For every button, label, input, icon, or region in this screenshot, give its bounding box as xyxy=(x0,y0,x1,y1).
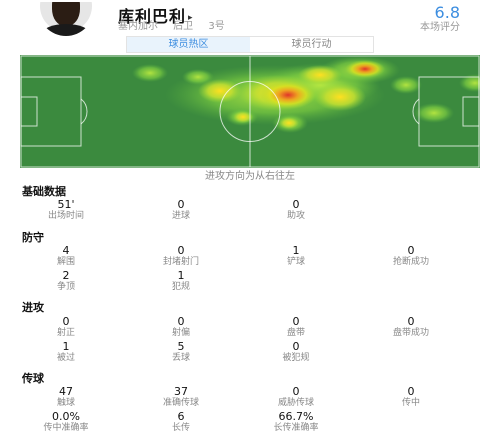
stat-value: 66.7% xyxy=(278,410,314,423)
stat-key-passes: 0 威胁传球 xyxy=(246,386,346,409)
stat-crosses: 0 传中 xyxy=(361,386,461,409)
player-name: 库利巴利 ▸ xyxy=(118,3,194,27)
tab-heatmap[interactable]: 球员热区 xyxy=(127,37,250,52)
pitch-lines xyxy=(20,55,480,168)
stat-label: 进球 xyxy=(171,211,190,221)
stat-long-balls: 6 长传 xyxy=(131,411,231,434)
stat-tackles: 1 铲球 xyxy=(246,245,346,268)
stat-label: 解围 xyxy=(56,257,75,267)
stat-value: 0 xyxy=(407,385,415,398)
player-rating: 6.8 xyxy=(434,3,460,22)
stat-cross-accuracy: 0.0% 传中准确率 xyxy=(16,411,116,434)
stat-value: 0 xyxy=(292,340,300,353)
stat-value: 4 xyxy=(62,244,70,257)
stat-goals: 0 进球 xyxy=(131,199,231,222)
player-team: 塞内加尔 xyxy=(118,21,158,32)
stat-dribbles: 0 盘带 xyxy=(246,316,346,339)
stat-value: 1 xyxy=(177,269,185,282)
avatar xyxy=(38,2,94,36)
stat-value: 0 xyxy=(62,315,70,328)
stat-label: 射偏 xyxy=(171,328,190,338)
attack-direction-label: 进攻方向为从右往左 xyxy=(205,171,295,182)
stat-label: 被过 xyxy=(56,353,75,363)
tab-bar: 球员热区 球员行动 xyxy=(126,36,374,53)
stat-possession-lost: 5 丢球 xyxy=(131,341,231,364)
section-title-passing: 传球 xyxy=(22,372,44,385)
stat-fouled: 0 被犯规 xyxy=(246,341,346,364)
stat-label: 射正 xyxy=(56,328,75,338)
stat-label: 威胁传球 xyxy=(277,398,314,408)
stat-value: 0 xyxy=(407,244,415,257)
player-position: 后卫 xyxy=(173,21,194,32)
stat-label: 长传 xyxy=(171,423,190,433)
stat-label: 丢球 xyxy=(171,353,190,363)
avatar-shoulder xyxy=(42,24,90,36)
stat-label: 准确传球 xyxy=(162,398,199,408)
stat-label: 触球 xyxy=(56,398,75,408)
stat-value: 0.0% xyxy=(52,410,80,423)
stat-value: 0 xyxy=(177,244,185,257)
stat-value: 5 xyxy=(177,340,185,353)
stat-value: 51' xyxy=(57,198,75,211)
heatmap-svg xyxy=(20,55,480,168)
stat-successful-dribbles: 0 盘带成功 xyxy=(361,316,461,339)
stat-label: 盘带 xyxy=(286,328,305,338)
stat-label: 犯规 xyxy=(171,282,190,292)
stat-value: 0 xyxy=(177,198,185,211)
player-header: 库利巴利 ▸ 塞内加尔 后卫 3号 6.8 本场评分 xyxy=(0,0,500,36)
stat-shots-off-target: 0 射偏 xyxy=(131,316,231,339)
stat-label: 盘带成功 xyxy=(392,328,429,338)
stat-clearances: 4 解围 xyxy=(16,245,116,268)
stat-minutes: 51' 出场时间 xyxy=(16,199,116,222)
stat-assists: 0 助攻 xyxy=(246,199,346,222)
heatmap-pitch xyxy=(20,55,480,168)
stat-interceptions: 0 抢断成功 xyxy=(361,245,461,268)
stat-long-ball-accuracy: 66.7% 长传准确率 xyxy=(246,411,346,434)
stat-touches: 47 触球 xyxy=(16,386,116,409)
stat-blocked-shots: 0 封堵射门 xyxy=(131,245,231,268)
stat-accurate-passes: 37 准确传球 xyxy=(131,386,231,409)
avatar-head xyxy=(52,2,80,26)
player-meta: 塞内加尔 后卫 3号 xyxy=(118,17,237,32)
stat-dribbled-past: 1 被过 xyxy=(16,341,116,364)
stat-fouls: 1 犯规 xyxy=(131,270,231,293)
stat-label: 长传准确率 xyxy=(273,423,319,433)
stat-shots-on-target: 0 射正 xyxy=(16,316,116,339)
stat-label: 传中 xyxy=(401,398,420,408)
stat-label: 抢断成功 xyxy=(392,257,429,267)
stat-aerials: 2 争顶 xyxy=(16,270,116,293)
stat-value: 0 xyxy=(292,198,300,211)
stat-value: 6 xyxy=(177,410,185,423)
stat-value: 2 xyxy=(62,269,70,282)
stat-label: 争顶 xyxy=(56,282,75,292)
section-title-defense: 防守 xyxy=(22,231,44,244)
stat-label: 铲球 xyxy=(286,257,305,267)
stat-value: 1 xyxy=(62,340,70,353)
stat-label: 出场时间 xyxy=(47,211,84,221)
stat-value: 0 xyxy=(177,315,185,328)
section-title-basic: 基础数据 xyxy=(22,185,66,198)
stat-label: 封堵射门 xyxy=(162,257,199,267)
stat-label: 被犯规 xyxy=(282,353,310,363)
player-name-text: 库利巴利 xyxy=(118,7,187,26)
stat-value: 1 xyxy=(292,244,300,257)
stat-value: 0 xyxy=(292,385,300,398)
flag-icon: ▸ xyxy=(188,12,194,23)
stat-value: 47 xyxy=(59,385,73,398)
tab-actions[interactable]: 球员行动 xyxy=(291,39,332,50)
stat-value: 0 xyxy=(407,315,415,328)
stat-label: 传中准确率 xyxy=(43,423,89,433)
stat-label: 助攻 xyxy=(286,211,305,221)
stat-value: 0 xyxy=(292,315,300,328)
player-number: 3号 xyxy=(208,21,225,32)
section-title-attack: 进攻 xyxy=(22,301,44,314)
stat-value: 37 xyxy=(174,385,188,398)
player-rating-label: 本场评分 xyxy=(420,22,460,33)
